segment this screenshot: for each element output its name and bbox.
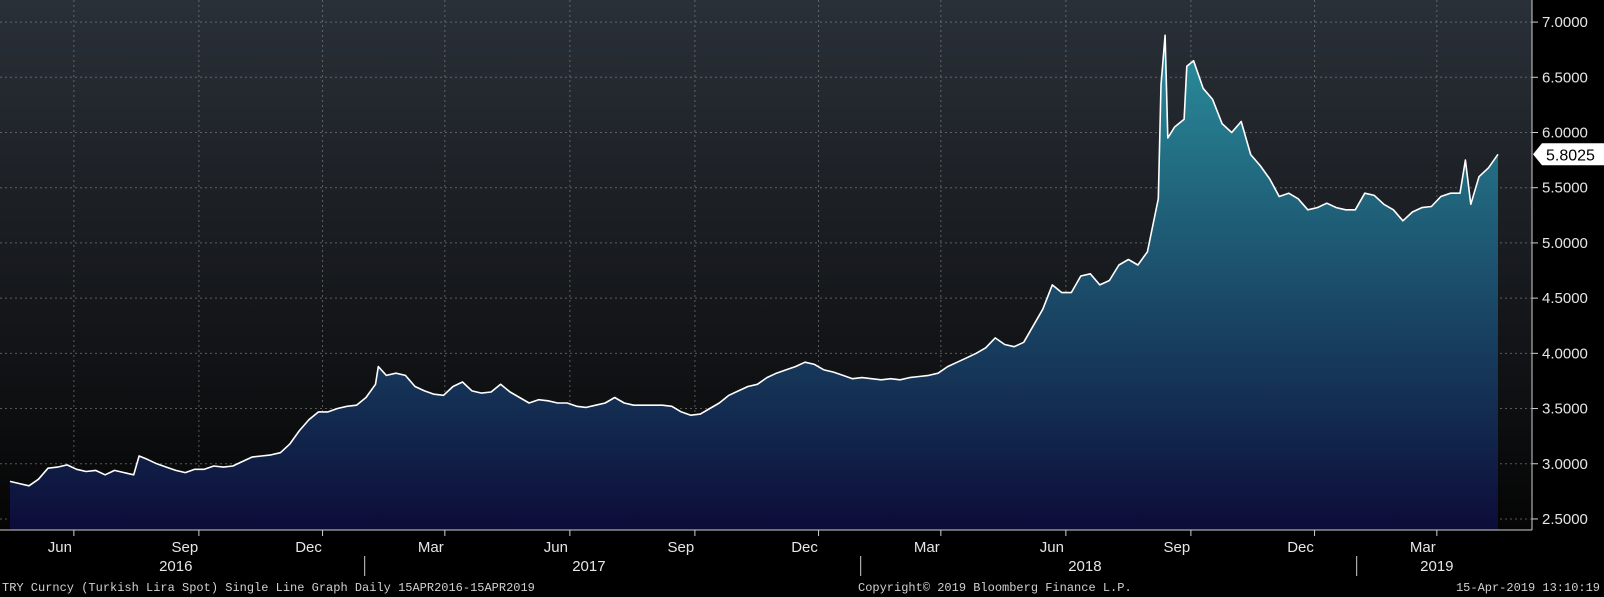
- x-tick-label: Sep: [1164, 539, 1191, 556]
- x-tick-label: Jun: [48, 539, 72, 556]
- x-tick-label: Jun: [544, 539, 568, 556]
- x-tick-label: Mar: [418, 539, 444, 556]
- y-tick-label: 5.5000: [1542, 180, 1588, 197]
- x-tick-label: Jun: [1040, 539, 1064, 556]
- year-label: 2016: [159, 558, 192, 575]
- x-tick-label: Dec: [295, 539, 322, 556]
- y-axis: 2.5000 3.0000 3.5000 4.0000 4.5000 5.0000 5.50…: [1532, 14, 1588, 528]
- year-label: 2018: [1068, 558, 1101, 575]
- y-tick-label: 7.0000: [1542, 14, 1588, 31]
- year-label: 2017: [572, 558, 605, 575]
- y-tick-label: 3.0000: [1542, 456, 1588, 473]
- last-value-box: [1533, 143, 1604, 166]
- footer-bar: TRY Curncy (Turkish Lira Spot) Single Li…: [0, 579, 1604, 597]
- y-tick-label: 6.0000: [1542, 125, 1588, 142]
- y-tick-label: 5.0000: [1542, 235, 1588, 252]
- footer-copyright: Copyright© 2019 Bloomberg Finance L.P.: [858, 581, 1132, 595]
- x-tick-label: Dec: [1287, 539, 1314, 556]
- x-tick-label: Mar: [1410, 539, 1436, 556]
- x-axis: Jun Sep Dec Mar Jun Sep Dec Mar Jun Sep Dec Mar 2016…: [48, 530, 1454, 576]
- x-tick-label: Dec: [791, 539, 818, 556]
- series-line: [9, 34, 1499, 487]
- footer-security-description: TRY Curncy (Turkish Lira Spot) Single Li…: [2, 581, 535, 595]
- y-tick-label: 6.5000: [1542, 69, 1588, 86]
- y-tick-label: 3.5000: [1542, 401, 1588, 418]
- x-tick-label: Sep: [668, 539, 695, 556]
- y-tick-label: 4.5000: [1542, 290, 1588, 307]
- series-area: [10, 35, 1498, 531]
- y-tick-label: 4.0000: [1542, 345, 1588, 362]
- x-tick-label: Mar: [914, 539, 940, 556]
- x-tick-label: Sep: [172, 539, 199, 556]
- year-label: 2019: [1420, 558, 1453, 575]
- last-value-label: 5.8025: [1546, 147, 1595, 164]
- y-tick-label: 2.5000: [1542, 511, 1588, 528]
- footer-timestamp: 15-Apr-2019 13:10:19: [1455, 581, 1600, 595]
- last-value-marker: 5.8025: [1533, 143, 1604, 166]
